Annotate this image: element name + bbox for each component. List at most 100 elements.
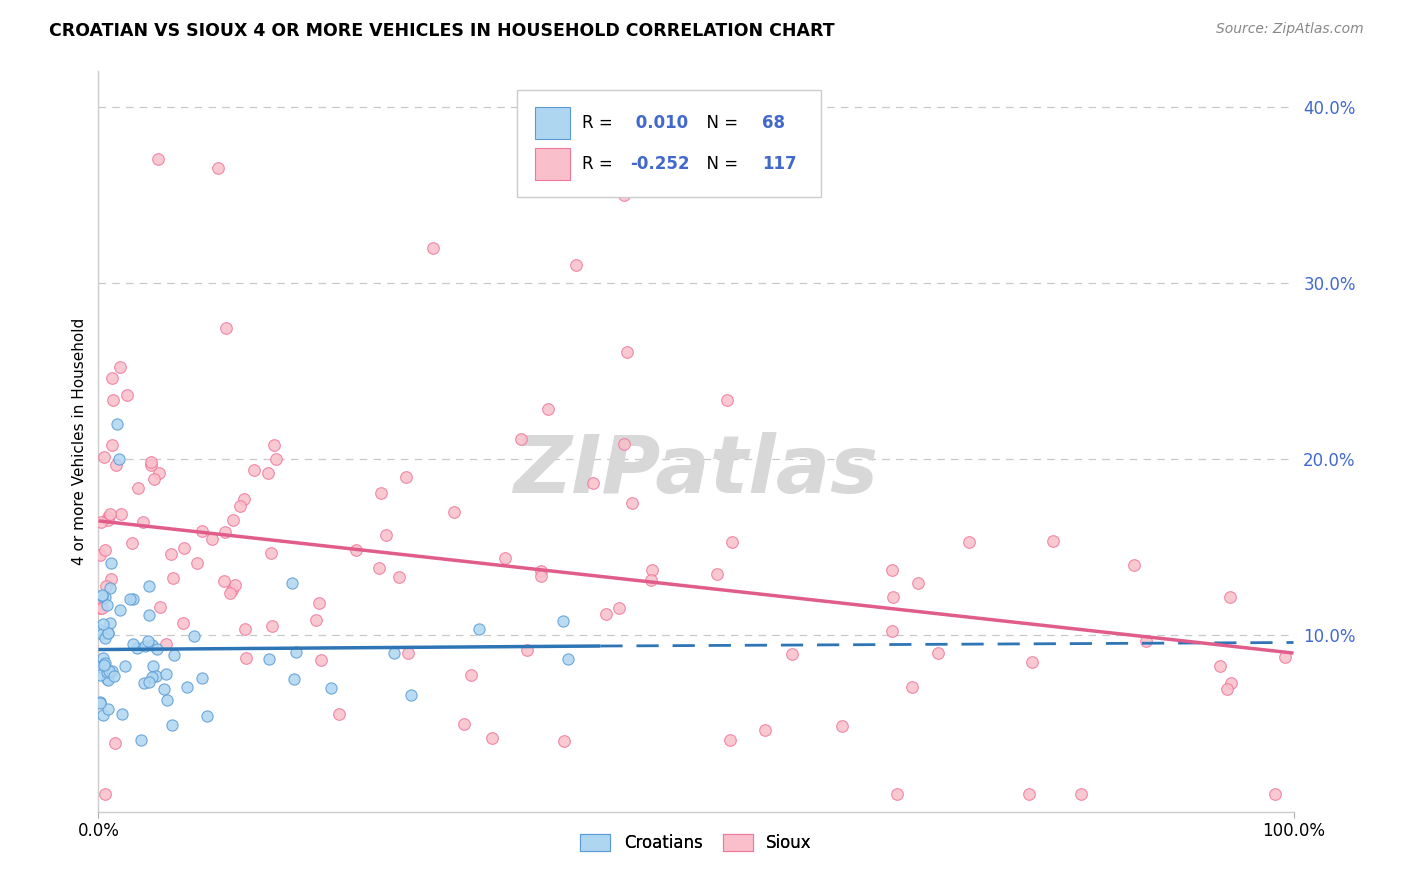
Point: [396, 646, 419, 660]
Point: [131, 733, 153, 747]
Point: [141, 670, 163, 684]
Point: [93, 659, 115, 673]
Point: [148, 153, 170, 167]
Point: [319, 681, 342, 695]
Point: [89, 668, 111, 682]
Point: [153, 681, 176, 696]
Text: R =: R =: [582, 114, 619, 132]
Point: [132, 676, 155, 690]
Point: [370, 485, 392, 500]
Point: [901, 681, 924, 695]
Point: [460, 668, 482, 682]
Point: [93, 450, 115, 464]
Point: [1274, 650, 1296, 665]
Text: N =: N =: [696, 155, 744, 173]
Point: [142, 659, 165, 673]
Point: [148, 467, 170, 481]
Point: [114, 658, 136, 673]
Point: [553, 615, 575, 629]
Point: [94, 542, 117, 557]
Point: [162, 571, 184, 585]
Point: [401, 689, 423, 703]
Point: [957, 534, 980, 549]
Point: [221, 583, 243, 598]
Point: [565, 258, 588, 272]
Point: [100, 556, 122, 570]
Text: 68: 68: [762, 114, 785, 132]
Point: [207, 161, 229, 176]
Point: [219, 586, 242, 600]
Point: [468, 622, 491, 636]
Point: [110, 508, 132, 522]
Point: [374, 528, 396, 542]
Point: [620, 495, 643, 509]
Point: [108, 452, 131, 467]
Point: [155, 667, 177, 681]
Point: [98, 665, 121, 679]
Point: [201, 532, 224, 546]
Point: [1042, 534, 1064, 549]
Point: [257, 652, 280, 666]
Point: [190, 672, 212, 686]
Point: [191, 524, 214, 538]
Point: [395, 469, 418, 483]
Point: [173, 541, 195, 556]
Point: [97, 625, 120, 640]
Point: [139, 458, 162, 472]
Point: [382, 646, 405, 660]
Point: [159, 548, 181, 562]
Point: [613, 437, 636, 451]
Point: [141, 638, 163, 652]
Point: [160, 718, 183, 732]
Point: [108, 603, 131, 617]
Point: [214, 320, 236, 334]
Point: [101, 392, 124, 407]
Point: [344, 543, 367, 558]
Point: [328, 707, 350, 722]
FancyBboxPatch shape: [517, 90, 821, 197]
Point: [122, 591, 145, 606]
Point: [907, 576, 929, 591]
Point: [96, 599, 118, 613]
Point: [138, 579, 160, 593]
Point: [716, 392, 738, 407]
Point: [927, 646, 949, 660]
Point: [105, 417, 128, 431]
Point: [100, 664, 122, 678]
Y-axis label: 4 or more Vehicles in Household: 4 or more Vehicles in Household: [72, 318, 87, 566]
Point: [93, 658, 115, 673]
Point: [284, 645, 307, 659]
Text: R =: R =: [582, 155, 619, 173]
Point: [1018, 787, 1040, 801]
Text: CROATIAN VS SIOUX 4 OR MORE VEHICLES IN HOUSEHOLD CORRELATION CHART: CROATIAN VS SIOUX 4 OR MORE VEHICLES IN …: [49, 22, 835, 40]
Point: [90, 624, 112, 639]
Point: [283, 672, 305, 686]
Point: [1021, 655, 1043, 669]
Point: [131, 515, 153, 529]
Point: [101, 371, 124, 385]
Point: [141, 455, 163, 469]
Point: [172, 616, 194, 631]
Point: [127, 481, 149, 495]
Point: [90, 515, 112, 529]
Point: [537, 401, 560, 416]
Point: [97, 626, 120, 640]
Point: [195, 708, 218, 723]
Point: [97, 509, 120, 524]
Point: [880, 563, 903, 577]
Point: [1264, 787, 1286, 801]
Point: [97, 513, 120, 527]
Point: [260, 618, 283, 632]
Point: [305, 614, 328, 628]
Point: [1070, 787, 1092, 801]
Point: [453, 717, 475, 731]
Text: ZIPatlas: ZIPatlas: [513, 432, 879, 510]
Point: [509, 433, 531, 447]
Point: [557, 652, 579, 666]
Point: [595, 607, 617, 622]
Point: [89, 660, 111, 674]
Point: [97, 673, 120, 687]
Point: [641, 562, 664, 576]
Point: [89, 624, 111, 638]
Point: [91, 601, 114, 615]
